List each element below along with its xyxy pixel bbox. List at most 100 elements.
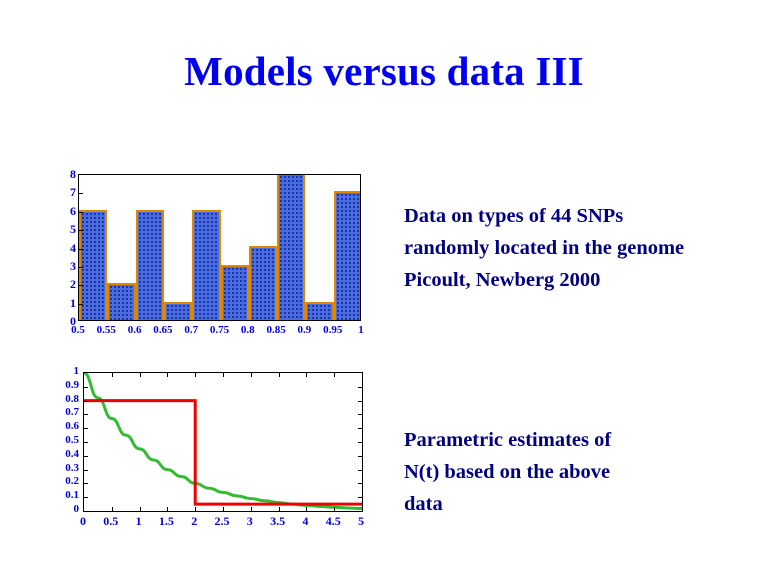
line-x-tick <box>251 373 252 377</box>
histogram-x-tick-label: 0.6 <box>127 324 142 336</box>
line-y-tick-label: 0 <box>73 503 80 515</box>
histogram-y-tick <box>79 193 83 194</box>
line-x-tick-label: 4.5 <box>325 514 341 528</box>
line-y-tick-label: 0.3 <box>65 461 79 474</box>
histogram-bar <box>79 210 107 320</box>
page-title: Models versus data III <box>184 48 584 94</box>
histogram-x-tick-label: 0.7 <box>184 324 199 336</box>
line-y-tick <box>84 456 88 457</box>
data-note-line-3: Picoult, Newberg 2000 <box>404 269 601 291</box>
histogram-y-tick <box>79 212 83 213</box>
line-y-tick <box>358 401 362 402</box>
histogram-bar <box>136 210 164 320</box>
line-y-tick-label: 0.5 <box>65 434 79 446</box>
line-y-tick <box>358 483 362 484</box>
line-x-tick <box>195 507 196 511</box>
data-note-line-1: Data on types of 44 SNPs <box>404 205 624 227</box>
histogram-y-tick-label: 6 <box>70 203 76 218</box>
line-y-tick <box>84 428 88 429</box>
line-y-tick <box>84 497 88 498</box>
histogram-x-tick-label: 0.65 <box>153 324 173 336</box>
line-x-tick-label: 3.5 <box>270 514 286 528</box>
histogram-bar <box>107 283 136 320</box>
line-x-tick <box>195 373 196 377</box>
nt-estimates-chart: 0 0.1 0.2 0.3 0.4 0.5 0.6 0.7 0.8 0.9 1 0 0.5 1 1.5 2 2.… <box>55 365 375 533</box>
histogram-y-tick-label: 0 <box>70 314 76 328</box>
histogram-y-tick <box>79 285 83 286</box>
histogram-x-tick-label: 1 <box>358 324 364 336</box>
line-y-tick-label: 0.9 <box>65 378 79 391</box>
line-x-tick-label: 5 <box>358 514 364 528</box>
histogram-y-tick-label: 4 <box>70 240 76 255</box>
line-x-tick <box>334 373 335 377</box>
line-y-tick <box>358 387 362 388</box>
histogram-x-tick-label: 0.95 <box>323 324 343 336</box>
data-note-line-2: randomly located in the genome <box>404 237 685 259</box>
histogram-bar <box>249 246 277 320</box>
histogram-x-tick-label: 0.85 <box>266 324 286 336</box>
estimates-note-line-3: data <box>404 493 443 515</box>
line-x-tick <box>167 373 168 377</box>
histogram-x-tick-label: 0.5 <box>71 324 85 336</box>
histogram-y-tick <box>79 249 83 250</box>
line-y-tick-label: 0.8 <box>65 392 79 405</box>
line-y-tick <box>358 414 362 415</box>
line-x-tick <box>306 373 307 377</box>
line-x-tick <box>223 507 224 511</box>
line-x-tick-label: 2 <box>191 514 198 528</box>
series-line <box>84 373 362 511</box>
line-y-tick <box>358 442 362 443</box>
line-y-tick-label: 1 <box>73 365 80 377</box>
line-plot-area <box>83 372 363 512</box>
line-x-tick <box>167 507 168 511</box>
line-x-tick <box>140 507 141 511</box>
histogram-y-tick-label: 2 <box>70 277 76 292</box>
line-y-tick-label: 0.6 <box>65 420 79 433</box>
line-x-tick <box>112 373 113 377</box>
histogram-y-tick <box>79 267 83 268</box>
line-x-tick-label: 4 <box>302 514 309 528</box>
line-x-tick <box>306 507 307 511</box>
line-x-tick-label: 1.5 <box>158 514 174 528</box>
line-y-tick <box>84 442 88 443</box>
line-y-tick <box>84 414 88 415</box>
estimates-note: Parametric estimates of N(t) based on th… <box>404 424 724 520</box>
line-x-tick <box>279 373 280 377</box>
line-x-tick <box>223 373 224 377</box>
histogram-y-tick <box>79 304 83 305</box>
line-x-tick-label: 1 <box>135 514 142 528</box>
histogram-bar <box>334 191 360 320</box>
estimates-note-line-1: Parametric estimates of <box>404 429 612 451</box>
line-x-tick <box>279 507 280 511</box>
histogram-y-tick-label: 8 <box>70 167 76 181</box>
data-source-note: Data on types of 44 SNPs randomly locate… <box>404 200 756 296</box>
line-y-tick <box>84 483 88 484</box>
series-line <box>84 399 362 506</box>
histogram-x-tick-label: 0.9 <box>297 324 312 336</box>
line-y-tick <box>358 456 362 457</box>
line-x-tick-label: 2.5 <box>214 514 230 528</box>
line-y-tick <box>84 470 88 471</box>
line-y-tick-label: 0.1 <box>65 489 79 502</box>
snp-histogram-chart: 0 1 2 3 4 5 6 7 8 0.5 0.55 0.6 0.65 0.7 0.75 0.8 0.85 0.9… <box>60 167 370 336</box>
line-y-tick <box>358 470 362 471</box>
line-y-tick <box>358 428 362 429</box>
histogram-y-tick-label: 3 <box>70 258 76 273</box>
histogram-y-tick-label: 1 <box>70 295 76 310</box>
line-x-tick <box>251 507 252 511</box>
line-x-tick-label: 0 <box>80 514 86 528</box>
line-x-tick-label: 3 <box>246 514 253 528</box>
histogram-bar <box>277 175 305 320</box>
histogram-y-tick <box>79 230 83 231</box>
line-y-tick <box>84 401 88 402</box>
line-plot-svg <box>84 373 362 511</box>
histogram-bar <box>305 302 334 320</box>
histogram-x-tick-label: 0.8 <box>240 324 255 336</box>
estimates-note-line-2: N(t) based on the above <box>404 461 611 483</box>
line-y-tick <box>358 497 362 498</box>
histogram-bar <box>192 210 221 320</box>
line-x-tick-label: 0.5 <box>103 514 119 528</box>
histogram-y-tick-label: 7 <box>70 185 76 200</box>
line-y-tick-label: 0.7 <box>65 406 79 419</box>
histogram-bar <box>221 265 249 320</box>
